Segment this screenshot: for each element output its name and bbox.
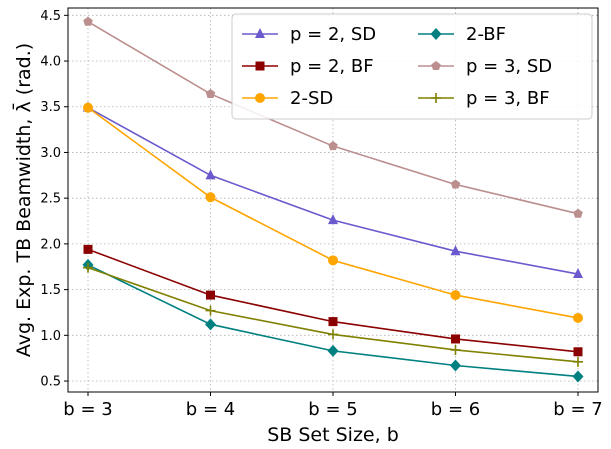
series-layer: [82, 16, 584, 383]
data-point: [573, 312, 583, 323]
legend-label: 2-SD: [290, 88, 333, 109]
y-axis-label: Avg. Exp. TB Beamwidth, λ̄ (rad.): [11, 43, 35, 357]
y-tick-label: 3.5: [40, 100, 61, 115]
legend-marker: [255, 28, 265, 38]
data-point: [450, 245, 461, 256]
data-point: [573, 208, 583, 218]
data-point: [206, 290, 215, 300]
x-tick-label: b = 6: [431, 399, 480, 420]
legend-marker: [255, 93, 265, 103]
legend-label: p = 3, BF: [466, 88, 550, 109]
legend-marker: [255, 61, 265, 71]
series-2: [83, 102, 583, 323]
legend-item: 2-SD: [242, 88, 333, 109]
legend-item: 2-BF: [418, 24, 506, 45]
data-point: [573, 356, 583, 367]
data-point: [327, 344, 339, 357]
y-tick-label: 4.5: [40, 9, 61, 24]
legend-item: p = 3, SD: [418, 56, 552, 77]
legend-box: [231, 13, 593, 120]
data-point: [328, 329, 338, 340]
data-point: [450, 290, 461, 301]
x-axis-label: SB Set Size, b: [267, 424, 399, 446]
legend: p = 2, SD p = 2, BF 2-SD 2-BF p = 3, SD p = 3…: [231, 13, 593, 120]
x-tick-label: b = 7: [553, 399, 602, 420]
data-point: [572, 370, 584, 383]
data-point: [328, 141, 338, 151]
legend-label: 2-BF: [466, 24, 506, 45]
data-point: [451, 334, 460, 344]
data-point: [573, 347, 583, 357]
data-point: [83, 262, 93, 273]
data-point: [328, 255, 338, 266]
legend-marker: [431, 93, 441, 103]
data-point: [205, 169, 216, 180]
data-point: [573, 268, 583, 279]
x-tick-label: b = 5: [308, 399, 357, 420]
data-point: [450, 344, 461, 355]
data-point: [450, 179, 461, 189]
legend-marker: [431, 61, 441, 71]
data-point: [328, 214, 338, 225]
series-1: [83, 244, 583, 357]
data-point: [205, 318, 216, 331]
legend-item: p = 2, SD: [242, 24, 376, 45]
data-point: [450, 359, 461, 372]
series-5: [83, 262, 583, 367]
legend-item: p = 2, BF: [242, 56, 374, 77]
y-tick-label: 3.0: [40, 146, 61, 161]
series-4: [83, 16, 583, 218]
data-point: [205, 305, 216, 316]
data-point: [83, 102, 93, 113]
y-tick-label: 2.0: [40, 237, 61, 252]
x-tick-label: b = 4: [186, 399, 235, 420]
legend-label: p = 2, BF: [290, 56, 374, 77]
legend-label: p = 2, SD: [290, 24, 376, 45]
y-tick-label: 1.0: [40, 329, 61, 344]
y-tick-label: 1.5: [40, 283, 61, 298]
legend-label: p = 3, SD: [466, 56, 552, 77]
y-tick-label: 4.0: [40, 55, 61, 70]
axes: 0.5 1.0 1.5 2.0 2.5 3.0 3.5 4.0 4.5 b = 3 b = 4 b =…: [40, 9, 602, 420]
y-tick-label: 2.5: [40, 192, 61, 207]
legend-item: p = 3, BF: [418, 88, 550, 109]
data-point: [205, 88, 216, 98]
x-tick-label: b = 3: [63, 399, 112, 420]
data-point: [83, 244, 93, 254]
legend-marker: [430, 28, 442, 40]
y-tick-label: 0.5: [40, 375, 61, 390]
data-point: [328, 317, 338, 327]
data-point: [205, 192, 216, 203]
data-point: [83, 16, 93, 26]
